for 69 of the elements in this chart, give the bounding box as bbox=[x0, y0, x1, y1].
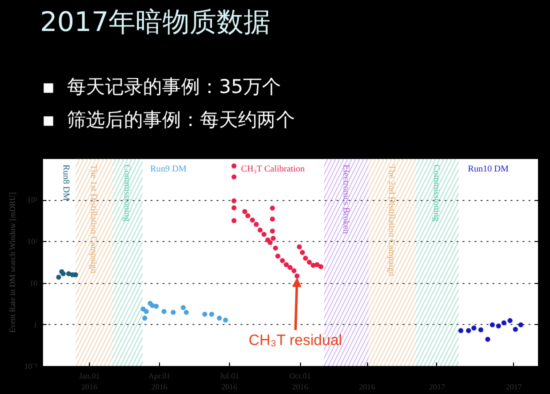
point bbox=[150, 303, 155, 308]
point bbox=[209, 312, 214, 317]
band-label: Commissioning bbox=[122, 164, 132, 222]
point bbox=[466, 328, 472, 334]
point bbox=[154, 304, 159, 309]
point bbox=[294, 273, 300, 278]
point bbox=[202, 312, 208, 317]
point bbox=[275, 254, 280, 259]
point bbox=[478, 327, 484, 332]
point bbox=[245, 213, 250, 218]
point bbox=[306, 260, 312, 265]
y-axis-title: Event Rate in DM search Window [mDRU] bbox=[8, 192, 18, 333]
band-label: Electronics Broken bbox=[341, 164, 352, 234]
point bbox=[270, 216, 275, 222]
point bbox=[485, 336, 490, 342]
series-label: CH₃T Calibration bbox=[240, 164, 306, 174]
point bbox=[273, 246, 278, 251]
point bbox=[490, 322, 495, 328]
point bbox=[231, 205, 236, 210]
text: Run8 DM bbox=[62, 164, 72, 201]
point bbox=[144, 309, 149, 314]
point bbox=[471, 326, 476, 331]
point bbox=[501, 320, 506, 326]
point bbox=[261, 232, 266, 237]
text: Run10 DM bbox=[468, 164, 509, 174]
point bbox=[284, 262, 289, 268]
point bbox=[254, 222, 259, 227]
band-label: The 1st Distillation Campaign bbox=[89, 164, 100, 274]
text: ▪ 筛选后的事例：每天约两个 bbox=[42, 108, 295, 134]
text: ▪ 每天记录的事例：35万个 bbox=[42, 75, 282, 100]
point bbox=[300, 250, 305, 255]
point bbox=[170, 310, 176, 315]
point bbox=[280, 258, 285, 264]
point bbox=[258, 228, 263, 233]
point bbox=[216, 316, 222, 321]
point bbox=[314, 262, 320, 268]
band-label: Commissioning bbox=[432, 164, 442, 222]
point bbox=[162, 309, 166, 314]
point bbox=[56, 274, 62, 280]
point bbox=[518, 322, 524, 328]
point bbox=[512, 326, 518, 332]
point bbox=[318, 264, 324, 270]
point bbox=[184, 310, 189, 315]
point bbox=[302, 256, 308, 261]
point bbox=[296, 244, 302, 250]
point bbox=[268, 240, 273, 246]
point bbox=[270, 236, 276, 241]
point bbox=[242, 209, 248, 214]
annotation: CH₃T residual bbox=[248, 332, 342, 350]
point bbox=[231, 174, 236, 180]
point bbox=[231, 198, 236, 204]
point bbox=[231, 218, 236, 224]
band-label: The 2nd Distillation Campaign bbox=[387, 164, 398, 277]
point bbox=[288, 264, 293, 270]
point bbox=[270, 206, 275, 211]
point bbox=[270, 228, 275, 234]
point bbox=[458, 328, 464, 334]
point bbox=[496, 324, 502, 329]
point bbox=[223, 318, 228, 323]
point bbox=[291, 268, 296, 274]
point bbox=[180, 305, 186, 310]
text: Run9 DM bbox=[150, 164, 187, 174]
point bbox=[231, 164, 236, 169]
chart-title: 2017年暗物质数据 bbox=[40, 6, 271, 40]
point bbox=[508, 318, 513, 324]
point bbox=[73, 272, 78, 278]
point bbox=[142, 316, 148, 321]
point bbox=[66, 271, 72, 276]
point bbox=[250, 218, 255, 223]
